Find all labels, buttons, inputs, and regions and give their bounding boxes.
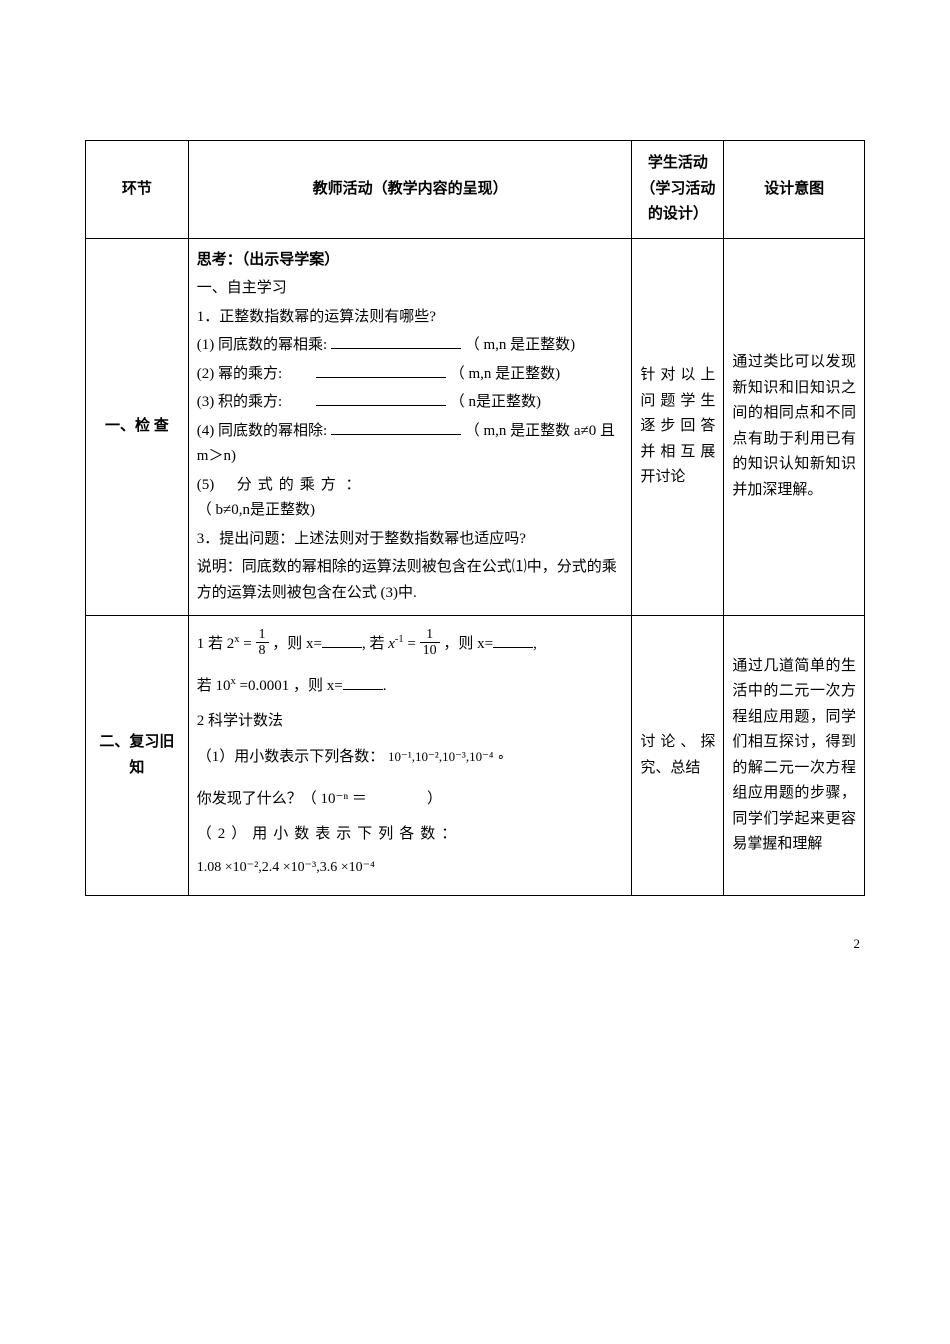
item-5: (5) 分式的乘方 ： （ b≠0,n是正整数) <box>197 473 624 524</box>
math-expr: x-1 = 1 10 <box>388 636 443 652</box>
header-segment: 环节 <box>86 141 189 239</box>
math-expr: 10x =0.0001 <box>216 678 293 694</box>
segment-1-label: 一、检 查 <box>86 238 189 616</box>
page-container: 环节 教师活动（教学内容的呈现） 学生活动（学习活动的设计） 设计意图 一、检 … <box>85 140 865 896</box>
discovery-line: 你发现了什么？（ 10⁻ⁿ ＝ ） <box>197 780 624 819</box>
question-1: 1．正整数指数幂的运算法则有哪些? <box>197 305 624 331</box>
table-row: 二、复习旧知 1 若 2x = 1 8 ，则 x=, 若 x-1 <box>86 616 865 896</box>
lesson-plan-table: 环节 教师活动（教学内容的呈现） 学生活动（学习活动的设计） 设计意图 一、检 … <box>85 140 865 896</box>
blank-field <box>316 362 446 378</box>
header-teacher: 教师活动（教学内容的呈现） <box>188 141 632 239</box>
segment-2-intent: 通过几道简单的生活中的二元一次方程组应用题，同学们相互探讨，得到的解二元一次方程… <box>724 616 865 896</box>
blank-field <box>322 632 362 648</box>
note-text: 说明：同底数的幂相除的运算法则被包含在公式⑴中，分式的乘方的运算法则被包含在公式… <box>197 555 624 606</box>
segment-1-intent: 通过类比可以发现新知识和旧知识之间的相同点和不同点有助于利用已有的知识认知新知识… <box>724 238 865 616</box>
expr-list-2: 1.08 ×10⁻²,2.4 ×10⁻³,3.6 ×10⁻⁴ <box>197 850 624 886</box>
fraction: 1 10 <box>420 627 440 659</box>
sci-2: （2）用小数表示下列各数： <box>197 822 624 848</box>
blank-field <box>316 390 446 406</box>
item-4: (4) 同底数的幂相除: （ m,n 是正整数 a≠0 且 m＞n) <box>197 419 624 470</box>
segment-2-student: 讨论、探究、总结 <box>632 616 724 896</box>
blank-field <box>343 674 383 690</box>
page-number: 2 <box>0 896 950 952</box>
table-row: 一、检 查 思考：（出示导学案） 一、自主学习 1．正整数指数幂的运算法则有哪些… <box>86 238 865 616</box>
think-title: 思考：（出示导学案） <box>197 248 624 274</box>
segment-2-content: 1 若 2x = 1 8 ，则 x=, 若 x-1 = <box>188 616 632 896</box>
fraction: 1 8 <box>256 627 269 659</box>
item-1: (1) 同底数的幂相乘: （ m,n 是正整数) <box>197 333 624 359</box>
blank-field <box>331 333 461 349</box>
self-study-heading: 一、自主学习 <box>197 276 624 302</box>
question-2-1: 1 若 2x = 1 8 ，则 x=, 若 x-1 = <box>197 625 624 664</box>
segment-1-content: 思考：（出示导学案） 一、自主学习 1．正整数指数幂的运算法则有哪些? (1) … <box>188 238 632 616</box>
question-2-1b: 若 10x =0.0001 ，则 x=. <box>197 667 624 706</box>
blank-field <box>331 419 461 435</box>
math-expr: 2x = 1 8 <box>227 636 272 652</box>
item-3: (3) 积的乘方: （ n是正整数) <box>197 390 624 416</box>
expr-list: 10⁻¹,10⁻²,10⁻³,10⁻⁴ ∘ <box>388 749 505 764</box>
item-2: (2) 幂的乘方: （ m,n 是正整数) <box>197 362 624 388</box>
question-3: 3．提出问题：上述法则对于整数指数幂也适应吗? <box>197 527 624 553</box>
header-student: 学生活动（学习活动的设计） <box>632 141 724 239</box>
segment-1-student: 针对以上问题学生逐步回答并相互展开讨论 <box>632 238 724 616</box>
header-row: 环节 教师活动（教学内容的呈现） 学生活动（学习活动的设计） 设计意图 <box>86 141 865 239</box>
sci-1: （1）用小数表示下列各数： 10⁻¹,10⁻²,10⁻³,10⁻⁴ ∘ <box>197 738 624 777</box>
header-intent: 设计意图 <box>724 141 865 239</box>
segment-2-label: 二、复习旧知 <box>86 616 189 896</box>
blank-field <box>493 632 533 648</box>
sci-notation-heading: 2 科学计数法 <box>197 709 624 735</box>
